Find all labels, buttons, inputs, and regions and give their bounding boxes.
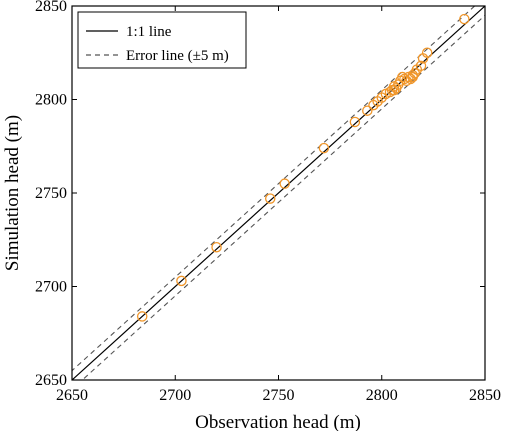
x-tick-label: 2700 <box>159 387 191 404</box>
x-axis-title: Observation head (m) <box>195 412 361 431</box>
legend-box <box>77 11 247 69</box>
data-point <box>176 275 187 287</box>
y-axis-title: Simulation head (m) <box>2 115 23 271</box>
axis-ticks: 2650 2700 2750 2800 2850 2650 2700 2750 2800 2850 <box>35 0 501 404</box>
x-tick-label: 2750 <box>263 387 295 404</box>
legend-label-one-to-one: 1:1 line <box>126 24 172 40</box>
legend: 1:1 line Error line (±5 m) <box>77 11 247 69</box>
y-tick-label: 2850 <box>35 0 67 15</box>
data-point <box>211 241 222 253</box>
error-line-upper <box>72 6 476 372</box>
data-point <box>264 193 276 204</box>
data-points <box>136 13 470 322</box>
one-to-one-line <box>72 6 485 380</box>
data-point <box>318 142 330 154</box>
x-tick-label: 2800 <box>366 387 398 404</box>
data-point <box>415 60 427 72</box>
data-point <box>279 178 290 189</box>
legend-label-error-line: Error line (±5 m) <box>126 48 229 64</box>
data-point <box>349 116 361 128</box>
x-tick-label: 2850 <box>469 387 501 404</box>
data-point <box>136 311 148 322</box>
data-point <box>421 47 433 59</box>
data-point <box>459 13 470 25</box>
data-point <box>362 105 373 116</box>
y-tick-label: 2700 <box>35 279 67 296</box>
error-line-lower <box>81 14 485 380</box>
y-tick-label: 2750 <box>35 185 67 202</box>
x-tick-label: 2650 <box>56 387 88 404</box>
y-tick-label: 2800 <box>35 92 67 109</box>
y-tick-label: 2650 <box>35 372 67 389</box>
reference-lines <box>72 6 485 380</box>
